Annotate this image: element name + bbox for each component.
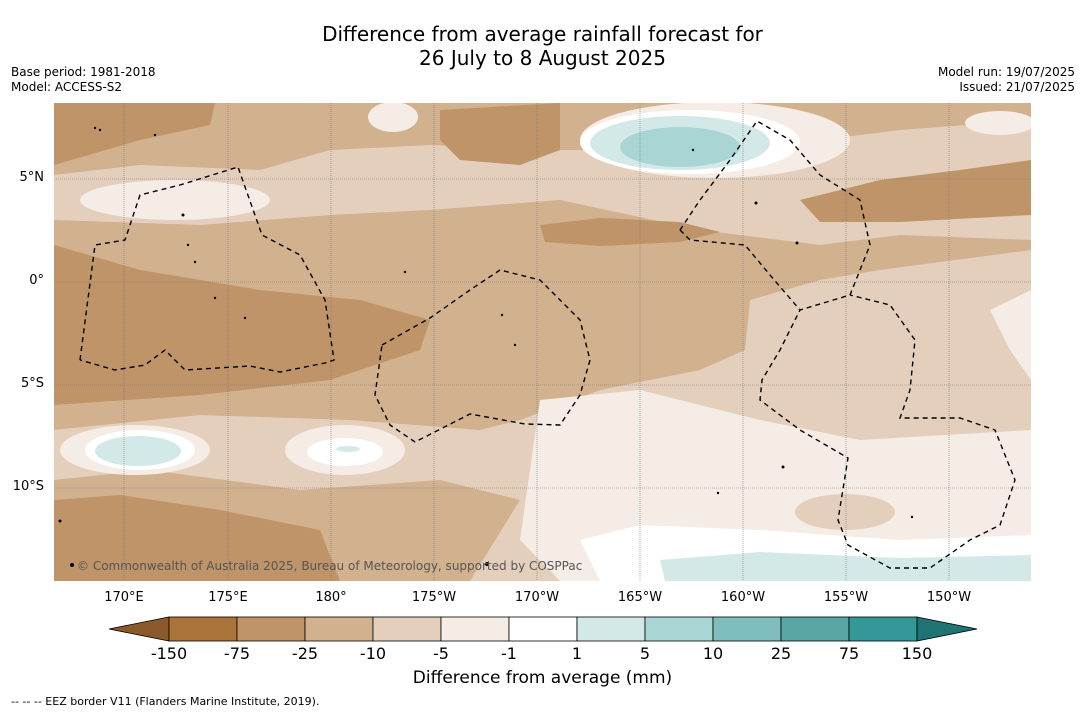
colorbar-tick-label: 25 [770,644,792,663]
field-sw-wet [95,436,181,466]
latitude-label: 5°S [20,376,44,391]
island [243,316,247,320]
colorbar-tick-label: -150 [150,644,188,663]
colorbar-tick-label: 10 [702,644,724,663]
longitude-label: 175°E [208,590,248,605]
colorbar-bin [372,616,442,642]
colorbar-bin [304,616,374,642]
eez-gilbert [79,166,335,373]
island [58,519,62,523]
eez-footnote: -- -- -- EEZ border V11 (Flanders Marine… [11,695,320,708]
field-wet-core [620,127,740,167]
colorbar-tick-label: -1 [501,644,517,663]
colorbar-tick-label: 150 [901,644,933,663]
island [181,213,185,217]
field-s-white [307,438,383,466]
colorbar-bin [508,616,578,642]
latitude-label: 0° [29,273,44,288]
island [485,562,489,566]
island [93,126,97,130]
field-nw-dry [54,103,215,165]
island [716,491,720,495]
island [193,260,197,264]
colorbar-tick-label: -75 [223,644,251,663]
run-info: Model run: 19/07/2025 Issued: 21/07/2025 [938,65,1075,95]
field-se-patch [795,494,895,530]
island [403,270,407,274]
field-light-east [990,290,1031,380]
island [781,465,785,469]
longitude-label: 160°W [720,590,766,605]
latitude-label: 10°S [12,479,44,494]
field-mid-dry [540,218,720,246]
issued-date: Issued: 21/07/2025 [959,80,1075,94]
longitude-label: 170°E [104,590,144,605]
island [910,515,914,519]
colorbar [108,616,978,642]
island [153,133,157,137]
island [186,243,190,247]
longitude-label: 175°W [411,590,457,605]
colorbar-tick-label: -10 [359,644,387,663]
colorbar-tick-label: -25 [291,644,319,663]
eez-borders [79,120,1016,569]
island [795,241,799,245]
model-name: Model: ACCESS-S2 [11,80,123,94]
island [754,201,758,205]
colorbar-extend-low [108,616,170,642]
longitude-label: 170°W [514,590,560,605]
base-info: Base period: 1981-2018 Model: ACCESS-S2 [11,65,156,95]
colorbar-bin [712,616,782,642]
eez-line-islands [679,120,1016,569]
colorbar-tick-label: 1 [571,644,583,663]
colorbar-title: Difference from average (mm) [412,668,673,688]
colorbar-extend-high [916,616,978,642]
colorbar-bin [236,616,306,642]
colorbar-tick-label: 75 [838,644,860,663]
longitude-label: 150°W [926,590,972,605]
island [500,313,504,317]
title-line-1: Difference from average rainfall forecas… [322,22,763,46]
field-light-ne [965,111,1031,135]
field-light-north [368,103,418,132]
field-light-nw [80,180,270,220]
colorbar-bin [168,616,238,642]
colorbar-bin [780,616,850,642]
field-se-wet [660,552,1031,581]
map-field [54,103,1031,581]
island [98,128,102,132]
eez-line-islands-west [679,229,801,311]
field-north-dry [440,103,560,165]
colorbar-bin [440,616,510,642]
colorbar-tick-label: -5 [433,644,449,663]
model-run: Model run: 19/07/2025 [937,65,1075,79]
field-west-dry [54,245,430,405]
colorbar-bin [644,616,714,642]
field-s-wet [336,446,360,452]
island [70,563,74,567]
island [213,296,217,300]
title-line-2: 26 July to 8 August 2025 [419,46,666,70]
longitude-label: 155°W [823,590,869,605]
field-east-dry [800,160,1031,222]
island [691,148,695,152]
eez-phoenix [374,269,591,443]
longitude-label: 180° [315,590,347,605]
colorbar-tick-label: 5 [639,644,651,663]
base-period: Base period: 1981-2018 [11,65,156,79]
copyright-text: © Commonwealth of Australia 2025, Bureau… [77,559,583,573]
longitude-label: 165°W [617,590,663,605]
islands [58,126,914,567]
latitude-label: 5°N [19,170,45,185]
field-southwest-dark [54,495,340,581]
island [513,343,517,347]
map-title: Difference from average rainfall forecas… [0,22,1085,70]
colorbar-bin [576,616,646,642]
colorbar-bin [848,616,918,642]
